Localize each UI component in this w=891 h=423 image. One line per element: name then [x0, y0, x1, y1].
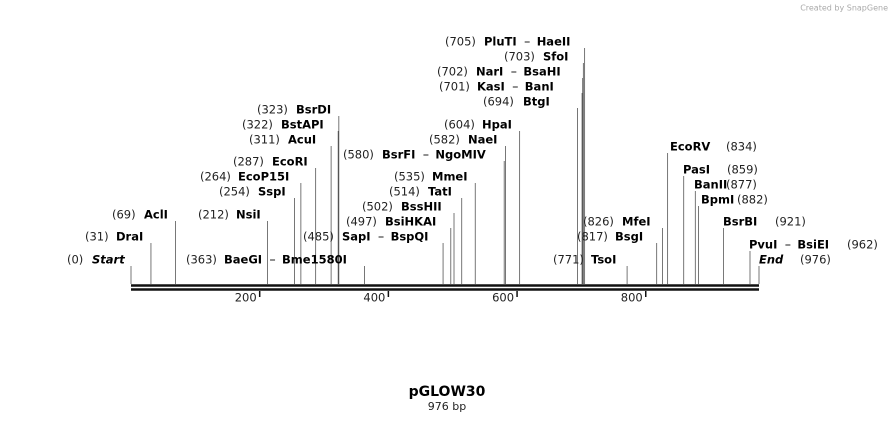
site-position: (877): [726, 178, 757, 192]
site-position: (287): [233, 155, 264, 169]
site-position: (485): [303, 230, 334, 244]
site-position: (882): [737, 193, 768, 207]
tick-label: 200: [235, 291, 257, 305]
enzyme-name: End: [759, 253, 784, 267]
site-position: (323): [257, 103, 288, 117]
enzyme-name: NsiI: [236, 208, 261, 222]
enzyme-name: HaeII: [537, 35, 571, 49]
site-position: (502): [362, 200, 393, 214]
enzyme-name: SfoI: [543, 50, 568, 64]
enzyme-name: BaeGI: [224, 253, 262, 267]
site-position: (921): [775, 215, 806, 229]
enzyme-name: TsoI: [591, 253, 616, 267]
enzyme-name: BsiEI: [797, 238, 829, 252]
enzyme-name: BtgI: [523, 95, 550, 109]
enzyme-name: EcoRI: [272, 155, 308, 169]
site-position: (582): [429, 133, 460, 147]
title: pGLOW30: [409, 384, 486, 400]
logo: Created by SnapGene: [800, 4, 888, 13]
enzyme-name: BsiHKAI: [385, 215, 436, 229]
enzyme-name: AcuI: [288, 133, 316, 147]
site-position: (580): [343, 148, 374, 162]
enzyme-name: HpaI: [482, 118, 512, 132]
site-position: (0): [67, 253, 83, 267]
enzyme-name: BsaHI: [523, 65, 560, 79]
enzyme-name: TatI: [428, 185, 452, 199]
site-position: (604): [444, 118, 475, 132]
enzyme-name: BpmI: [701, 193, 734, 207]
site-position: (694): [483, 95, 514, 109]
enzyme-name: BanII: [694, 178, 727, 192]
length: 976 bp: [428, 400, 466, 413]
enzyme-name: SapI: [342, 230, 371, 244]
enzyme-name: DraI: [116, 230, 143, 244]
enzyme-name: EcoRV: [670, 140, 710, 154]
site-position: (212): [198, 208, 229, 222]
enzyme-name: NaeI: [468, 133, 497, 147]
enzyme-name: Start: [92, 253, 125, 267]
enzyme-name: BstAPI: [281, 118, 324, 132]
site-position: (701): [439, 80, 470, 94]
enzyme-name: Bme1580I: [282, 253, 347, 267]
site-position: (859): [727, 163, 758, 177]
enzyme-name: KasI: [477, 80, 505, 94]
site-position: (322): [242, 118, 273, 132]
enzyme-name: BsrDI: [296, 103, 331, 117]
site-position: (264): [200, 170, 231, 184]
site-position: (705): [445, 35, 476, 49]
enzyme-name: AclI: [144, 208, 168, 222]
enzyme-name: PasI: [683, 163, 710, 177]
site-position: (771): [553, 253, 584, 267]
enzyme-name: PluTI: [484, 35, 517, 49]
site-position: (962): [847, 238, 878, 252]
enzyme-name: BspQI: [391, 230, 429, 244]
site-position: (31): [85, 230, 109, 244]
tick-label: 400: [363, 291, 385, 305]
enzyme-name: MfeI: [622, 215, 651, 229]
site-position: (311): [249, 133, 280, 147]
enzyme-name: NarI: [476, 65, 503, 79]
site-position: (702): [437, 65, 468, 79]
enzyme-name: EcoP15I: [238, 170, 289, 184]
site-position: (363): [186, 253, 217, 267]
enzyme-name: BsgI: [615, 230, 643, 244]
enzyme-name: SspI: [258, 185, 286, 199]
site-position: (976): [800, 253, 831, 267]
enzyme-name: PvuI: [749, 238, 777, 252]
enzyme-name: BssHII: [401, 200, 442, 214]
tick-label: 600: [492, 291, 514, 305]
enzyme-name: BanI: [525, 80, 554, 94]
site-position: (497): [346, 215, 377, 229]
enzyme-name: BsrBI: [723, 215, 757, 229]
enzyme-name: BsrFI: [382, 148, 415, 162]
tick-label: 800: [621, 291, 643, 305]
enzyme-name: NgoMIV: [435, 148, 485, 162]
site-position: (703): [504, 50, 535, 64]
site-position: (834): [726, 140, 757, 154]
site-position: (817): [577, 230, 608, 244]
site-position: (514): [389, 185, 420, 199]
site-position: (535): [394, 170, 425, 184]
enzyme-name: MmeI: [432, 170, 468, 184]
site-position: (254): [219, 185, 250, 199]
site-position: (69): [112, 208, 136, 222]
site-position: (826): [583, 215, 614, 229]
